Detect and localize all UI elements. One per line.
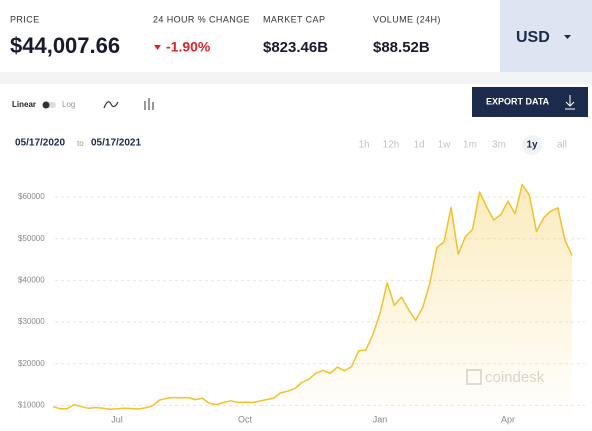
separator [0,72,592,84]
price-label: PRICE [10,14,40,24]
date-sep: to [77,139,84,148]
price-line [52,183,573,410]
scale-toggle[interactable]: Linear Log [12,100,75,109]
export-label: EXPORT DATA [486,96,550,106]
y-tick-label: $50000 [18,234,45,243]
price: $44,007.66 [10,33,120,58]
market-cap-label: MARKET CAP [263,14,325,24]
y-tick-label: $60000 [18,192,45,201]
y-tick-label: $20000 [18,359,45,368]
volume-label: VOLUME (24H) [373,14,441,24]
volume: $88.52B [373,39,430,56]
range-button[interactable]: 1h [358,140,369,151]
plot: $10000$20000$30000$40000$50000$60000coin… [18,183,585,424]
line-icon[interactable] [103,101,119,109]
download-icon [565,95,575,110]
scale-linear: Linear [12,100,36,109]
date-to: 05/17/2021 [91,138,141,149]
currency-button[interactable]: USD [500,0,592,72]
range-button[interactable]: 1w [438,140,452,151]
range-button[interactable]: all [557,140,567,151]
caret [564,35,571,39]
down-arrow [154,45,161,50]
export-bg [472,87,588,117]
range-buttons: 1h 12h 1d 1w 1m 3m 1y all [358,135,567,155]
toggle-knob [42,101,50,109]
currency: USD [516,29,550,46]
range-active-bg [522,135,542,155]
export-button[interactable]: EXPORT DATA [472,87,588,117]
range-button[interactable]: 3m [492,140,506,151]
change: -1.90% [166,39,211,55]
range-button[interactable]: 1m [463,140,477,151]
y-tick-label: $40000 [18,275,45,284]
market-cap: $823.46B [263,39,328,56]
y-tick-label: $10000 [18,401,45,410]
range-button[interactable]: 1y [526,140,538,151]
candle-bar [148,98,150,110]
candle-bar [152,102,154,110]
change-label: 24 HOUR % CHANGE [153,14,250,24]
candle-icon[interactable] [144,98,154,110]
y-tick-label: $30000 [18,317,45,326]
date-from: 05/17/2020 [15,138,65,149]
range-button[interactable]: 1d [413,140,424,151]
scale-log: Log [62,100,75,109]
candle-bar [144,101,146,110]
currency-bg [500,0,592,72]
range-button[interactable]: 12h [383,140,400,151]
